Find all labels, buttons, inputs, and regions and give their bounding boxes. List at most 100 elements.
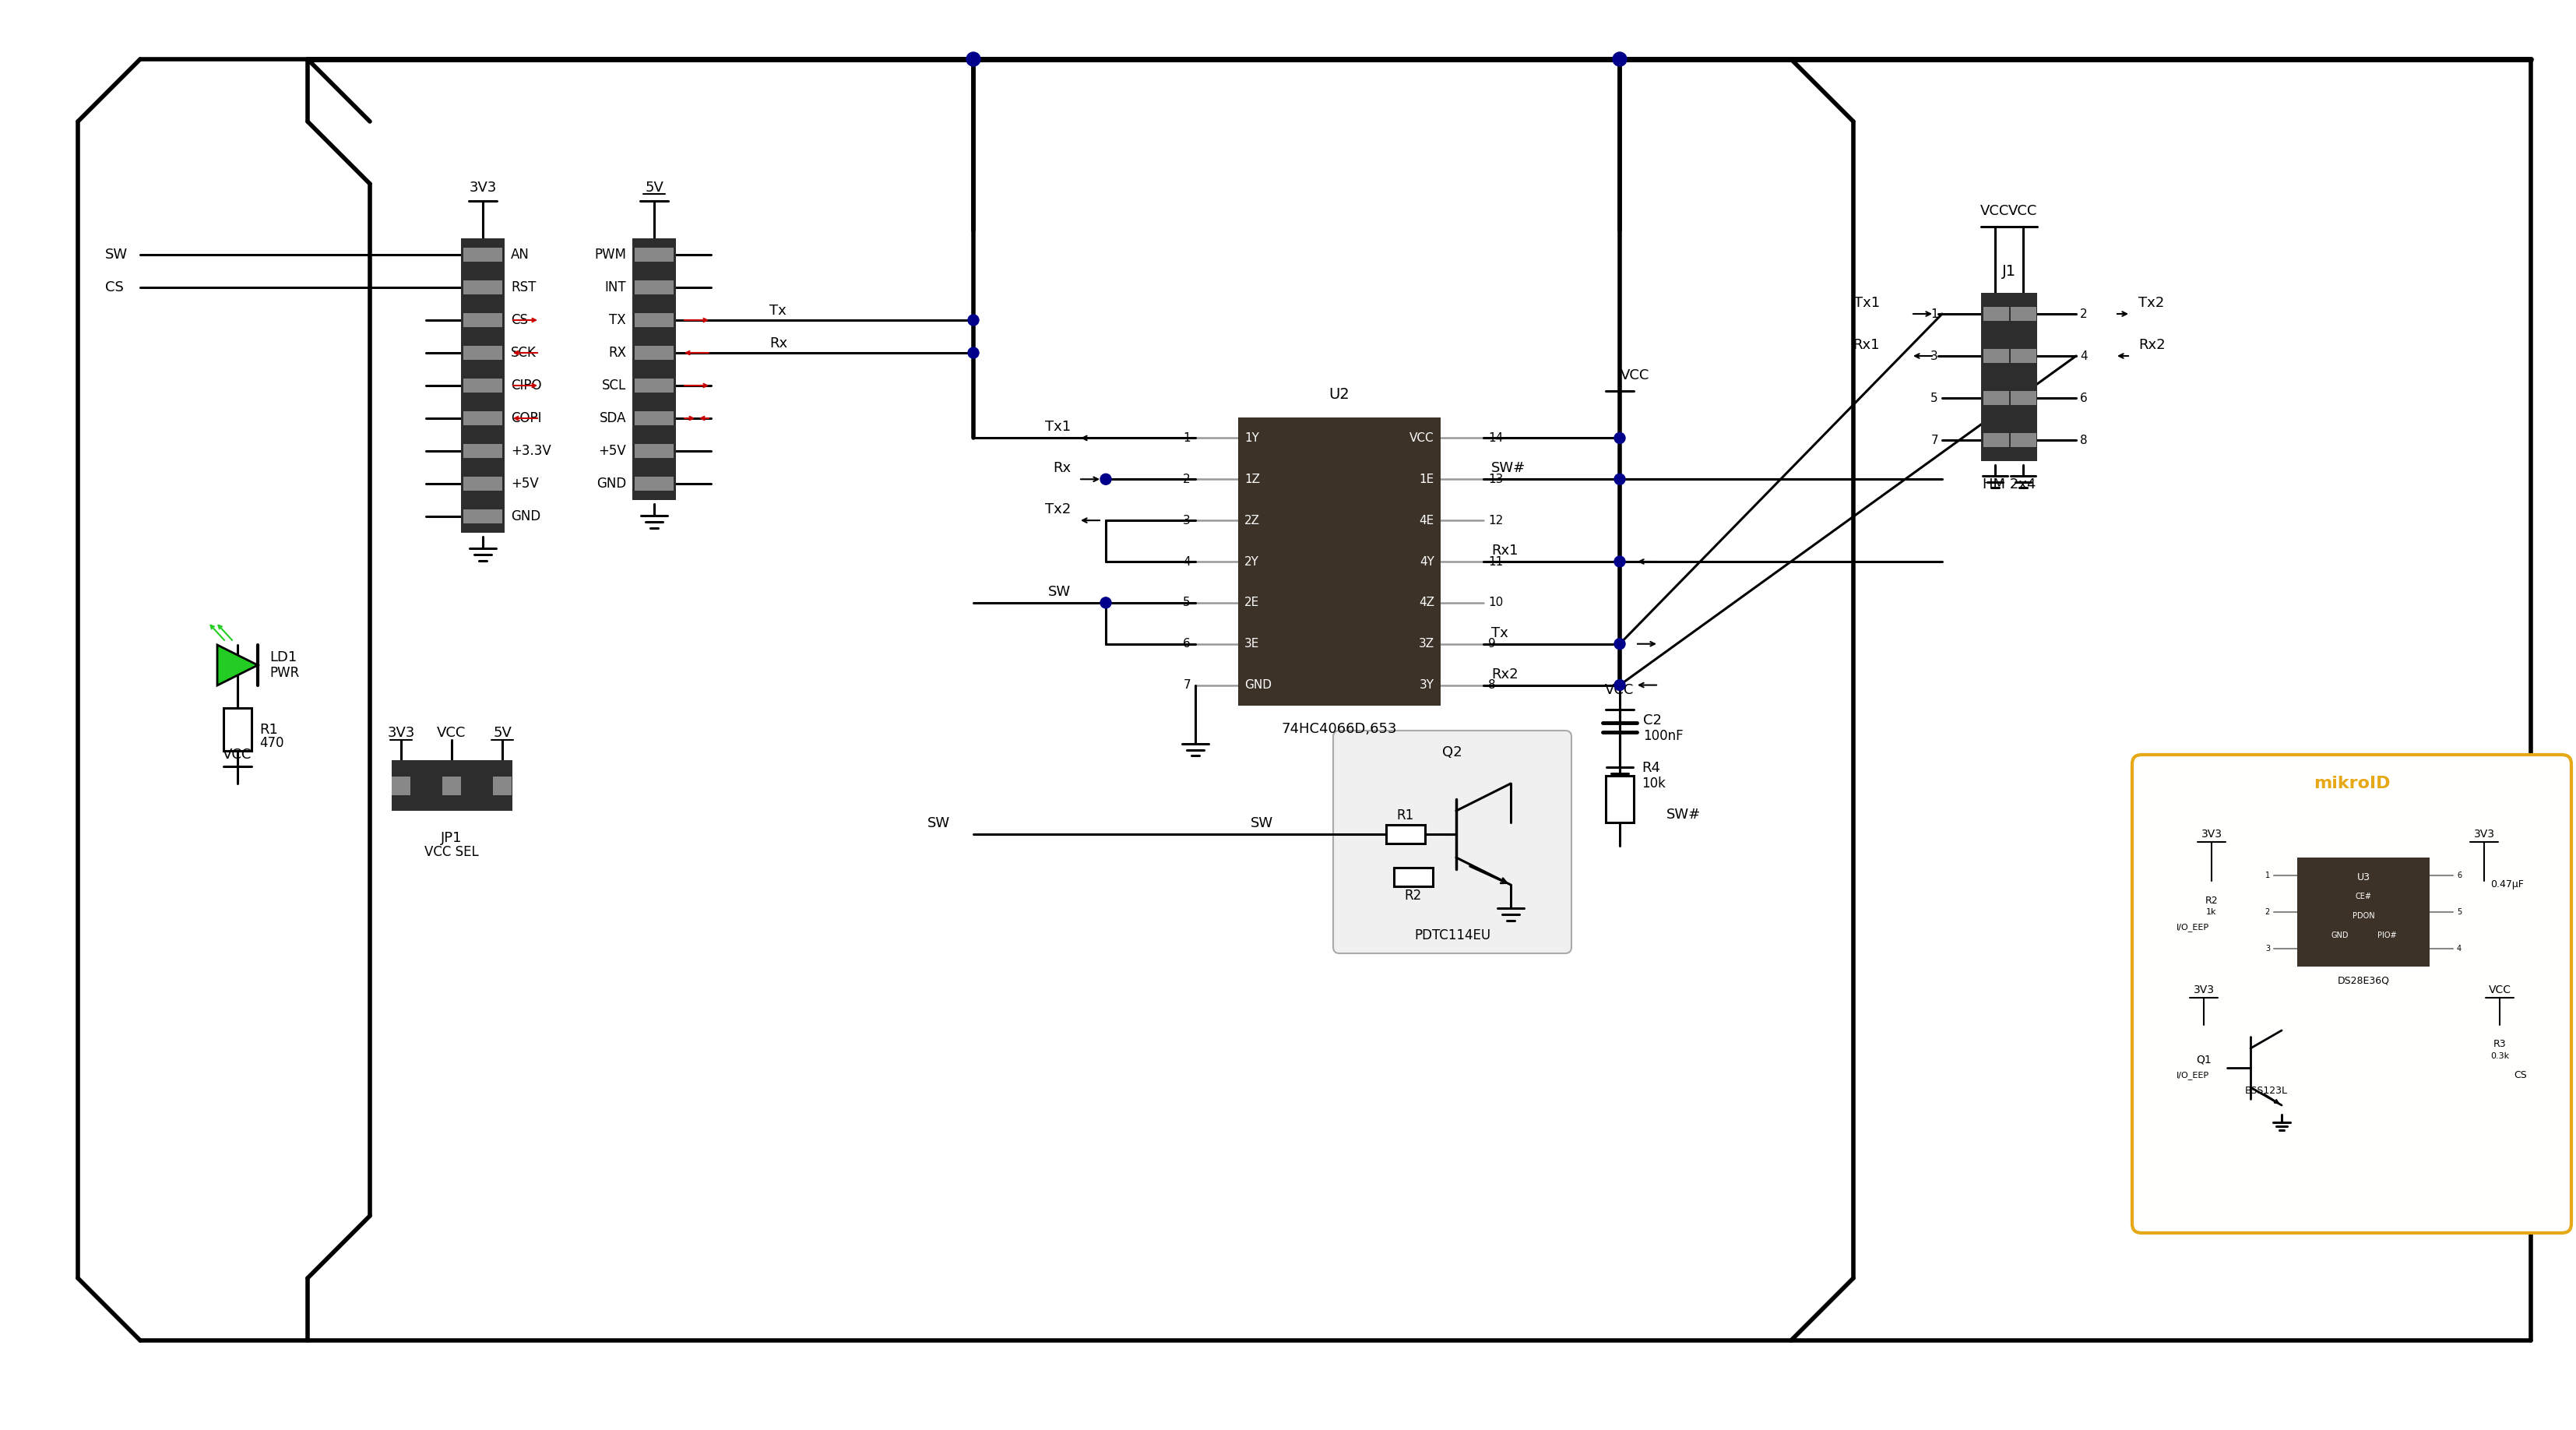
Text: 4: 4	[1182, 556, 1190, 568]
Text: 5: 5	[1932, 392, 1937, 403]
Bar	[1394, 868, 1432, 887]
Text: U3: U3	[2357, 872, 2370, 882]
Text: 3: 3	[1182, 515, 1190, 526]
Text: VCC: VCC	[2488, 984, 2512, 995]
Text: 8: 8	[2079, 435, 2087, 446]
Circle shape	[1615, 556, 1625, 568]
Text: GND: GND	[595, 476, 626, 490]
Text: 3V3: 3V3	[469, 180, 497, 194]
Text: SW: SW	[927, 817, 951, 831]
Text: J1: J1	[2002, 263, 2017, 279]
Text: 4Y: 4Y	[1419, 556, 1435, 568]
Text: U2: U2	[1329, 386, 1350, 402]
Text: C2: C2	[1643, 714, 1662, 726]
FancyBboxPatch shape	[2133, 755, 2571, 1233]
Text: PDON: PDON	[2352, 912, 2375, 919]
Text: VCC: VCC	[1620, 369, 1649, 383]
Text: RX: RX	[608, 346, 626, 360]
Text: 2Z: 2Z	[1244, 515, 1260, 526]
Text: Q2: Q2	[1443, 745, 1463, 759]
Text: 1: 1	[1932, 307, 1937, 320]
Text: 14: 14	[1489, 432, 1504, 443]
Text: PDTC114EU: PDTC114EU	[1414, 928, 1492, 942]
Text: +3.3V: +3.3V	[510, 443, 551, 458]
Text: Tx: Tx	[1492, 626, 1507, 641]
Text: CS: CS	[510, 313, 528, 327]
Text: SW: SW	[1048, 585, 1072, 599]
Bar	[443, 776, 461, 795]
Text: VCC SEL: VCC SEL	[425, 845, 479, 859]
Circle shape	[1100, 598, 1110, 608]
Text: LD1: LD1	[270, 651, 296, 665]
Text: R1: R1	[260, 722, 278, 736]
Text: VCC: VCC	[2009, 204, 2038, 219]
Bar	[464, 346, 502, 360]
Text: VCC: VCC	[224, 748, 252, 762]
Bar	[464, 412, 502, 425]
Text: GND: GND	[1244, 679, 1273, 691]
Text: JP1: JP1	[440, 831, 461, 845]
Text: 12: 12	[1489, 515, 1504, 526]
Circle shape	[1613, 51, 1625, 66]
Text: 4: 4	[2458, 944, 2463, 952]
Text: VCC: VCC	[1605, 684, 1633, 696]
Bar	[464, 313, 502, 327]
Text: GND: GND	[2331, 931, 2349, 940]
Text: 10: 10	[1489, 596, 1504, 609]
Text: 6: 6	[2458, 872, 2463, 879]
Text: CE#: CE#	[2354, 892, 2372, 901]
Bar	[1984, 390, 2009, 405]
Text: PIO#: PIO#	[2378, 931, 2396, 940]
Bar	[1984, 433, 2009, 448]
Text: 5: 5	[2458, 908, 2463, 917]
Text: 5V: 5V	[644, 180, 665, 194]
Text: COPI: COPI	[510, 412, 541, 425]
Bar	[2012, 390, 2038, 405]
Text: VCC: VCC	[1981, 204, 2009, 219]
Text: Rx1: Rx1	[1492, 543, 1517, 558]
Text: 1k: 1k	[2205, 908, 2218, 917]
Bar	[392, 761, 513, 811]
Text: 0.47μF: 0.47μF	[2491, 879, 2524, 889]
Bar	[1984, 307, 2009, 320]
Text: 1: 1	[2264, 872, 2269, 879]
Text: 1E: 1E	[1419, 473, 1435, 485]
Text: Tx2: Tx2	[2138, 296, 2164, 310]
Text: 0.3k: 0.3k	[2491, 1052, 2509, 1060]
Text: 74HC4066D,653: 74HC4066D,653	[1283, 722, 1396, 736]
Text: AN: AN	[510, 247, 531, 262]
Text: HM 2x4: HM 2x4	[1984, 478, 2035, 492]
Bar	[1386, 825, 1425, 844]
Text: CS: CS	[106, 280, 124, 295]
Text: 2E: 2E	[1244, 596, 1260, 609]
Bar	[1984, 349, 2009, 363]
Text: R2: R2	[2205, 895, 2218, 905]
Circle shape	[1615, 679, 1625, 691]
Text: RST: RST	[510, 280, 536, 295]
Text: 3Y: 3Y	[1419, 679, 1435, 691]
Text: VCC: VCC	[1409, 432, 1435, 443]
Bar	[2298, 858, 2429, 967]
Bar	[1605, 775, 1633, 822]
Text: Tx1: Tx1	[1046, 420, 1072, 435]
Text: 3E: 3E	[1244, 638, 1260, 649]
Text: 2: 2	[2079, 307, 2087, 320]
Text: 3Z: 3Z	[1419, 638, 1435, 649]
Text: 3: 3	[1929, 350, 1937, 362]
Text: Rx1: Rx1	[1852, 337, 1880, 352]
Bar	[634, 247, 672, 262]
Text: Rx2: Rx2	[2138, 337, 2166, 352]
Bar	[634, 412, 672, 425]
Text: SW: SW	[1249, 817, 1273, 831]
Text: 1Z: 1Z	[1244, 473, 1260, 485]
Bar	[1981, 293, 2038, 460]
Text: Rx: Rx	[770, 336, 788, 350]
Text: PWR: PWR	[270, 666, 299, 679]
Text: 7: 7	[1932, 435, 1937, 446]
Text: 6: 6	[1182, 638, 1190, 649]
Text: 3: 3	[2264, 944, 2269, 952]
Text: 9: 9	[1489, 638, 1497, 649]
Circle shape	[969, 347, 979, 359]
Text: DS28E36Q: DS28E36Q	[2336, 975, 2391, 985]
Bar	[392, 776, 410, 795]
